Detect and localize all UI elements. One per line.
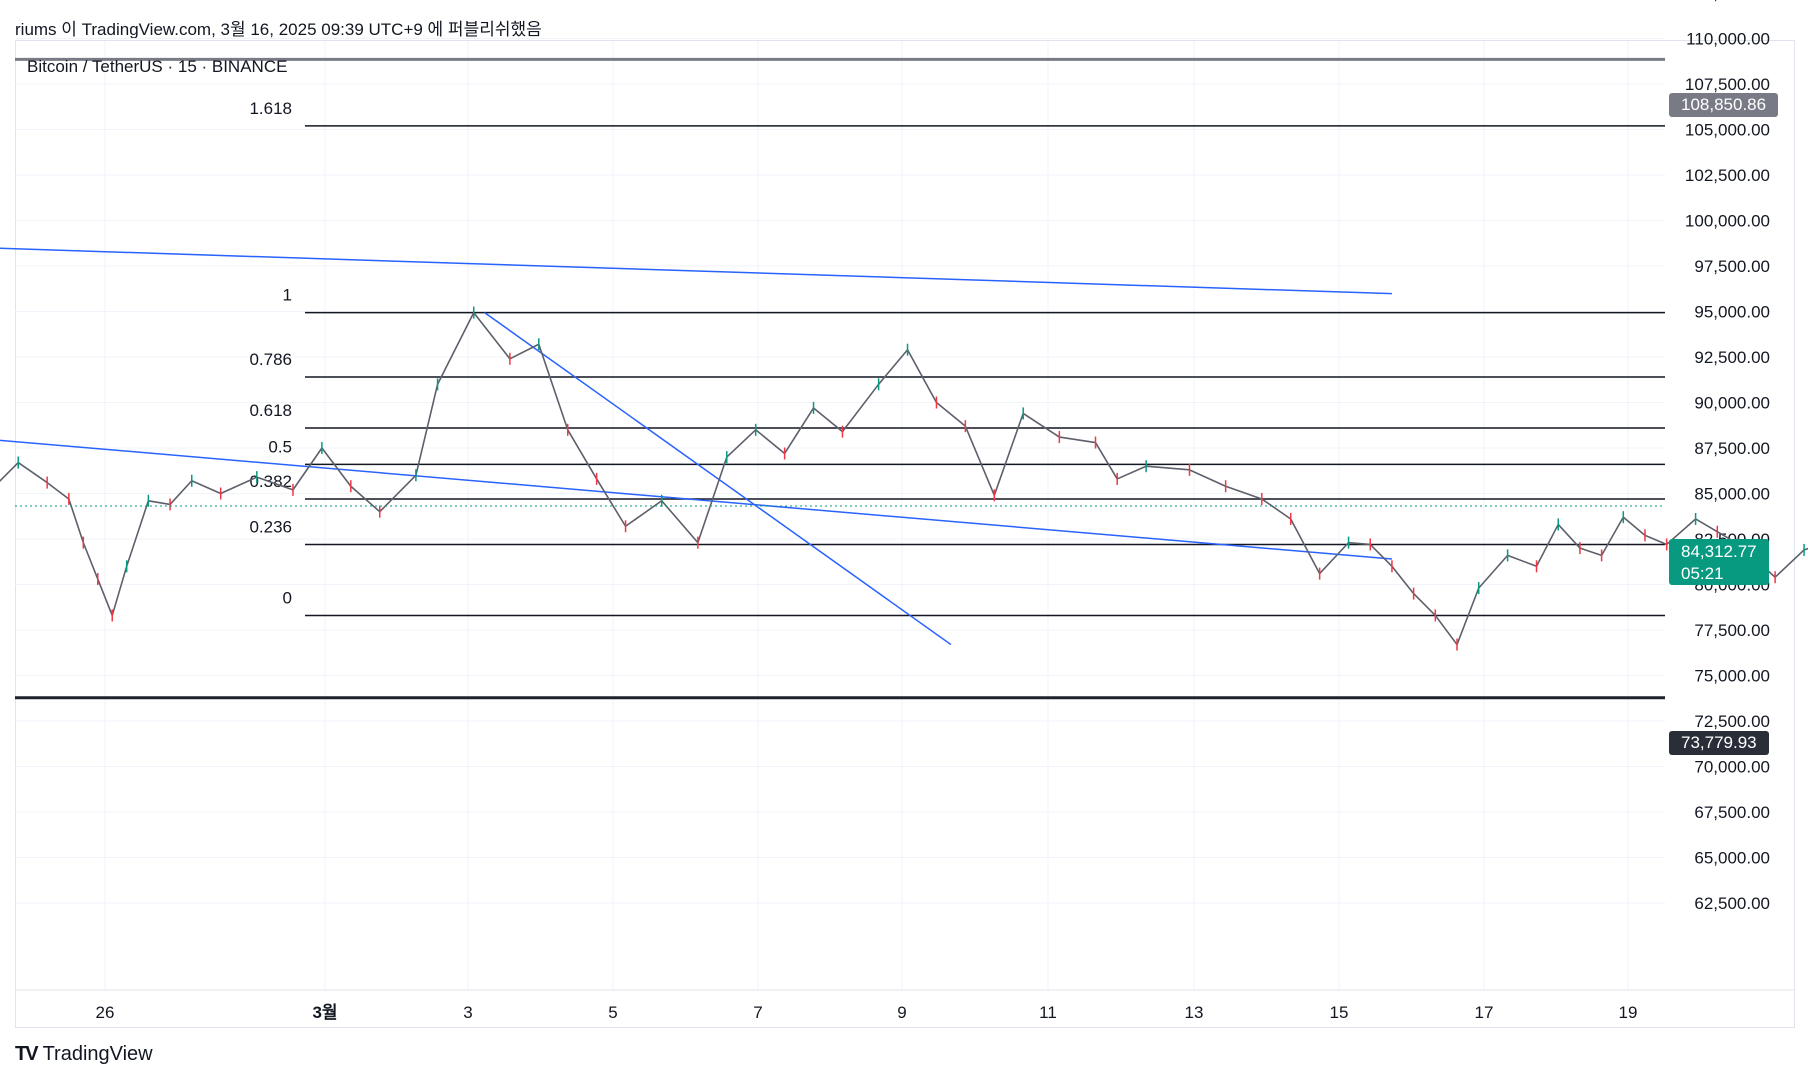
trendline	[484, 311, 952, 646]
tradingview-logo[interactable]: TV TradingView	[15, 1043, 153, 1066]
time-axis-label: 3월	[312, 1003, 337, 1022]
tradingview-logo-label: TradingView	[42, 1043, 153, 1065]
time-axis-label: 15	[1330, 1003, 1349, 1022]
price-series	[0, 311, 1808, 646]
current-price-value: 84,312.77	[1681, 542, 1757, 561]
time-axis-label: 13	[1185, 1003, 1204, 1022]
current-price-tag: 84,312.77 05:21	[1669, 539, 1769, 585]
time-axis-label: 5	[608, 1003, 617, 1022]
price-axis-label: 62,500.00	[1694, 894, 1770, 913]
fib-level-label: 0.618	[249, 401, 292, 420]
time-axis-label: 11	[1039, 1003, 1057, 1022]
price-axis-label: 77,500.00	[1694, 621, 1770, 640]
price-axis-label: 65,000.00	[1694, 849, 1770, 868]
support-price-tag: 73,779.93	[1669, 731, 1769, 755]
resistance-price-tag: 108,850.86	[1669, 93, 1779, 117]
price-axis-label: 67,500.00	[1694, 803, 1770, 822]
fib-level-label: 0.236	[249, 517, 292, 536]
price-axis-label: 97,500.00	[1694, 257, 1770, 276]
price-axis-label: 112,500.00	[1686, 0, 1770, 3]
fib-level-label: 1.618	[249, 99, 292, 118]
bar-countdown: 05:21	[1681, 564, 1724, 583]
tradingview-logo-icon: TV	[15, 1043, 39, 1065]
time-axis-label: 17	[1475, 1003, 1494, 1022]
price-axis-label: 107,500.00	[1685, 75, 1770, 94]
fib-level-label: 0.5	[268, 437, 292, 456]
price-axis-label: 90,000.00	[1694, 394, 1770, 413]
time-axis-label: 7	[753, 1003, 762, 1022]
fib-level-label: 0	[283, 588, 292, 607]
fib-level-label: 1	[283, 286, 292, 305]
price-axis-label: 95,000.00	[1694, 303, 1770, 322]
time-axis-label: 26	[96, 1003, 115, 1022]
trendline	[0, 439, 1393, 560]
chart-pane[interactable]	[15, 40, 1795, 1028]
price-axis-label: 92,500.00	[1694, 348, 1770, 367]
symbol-title: Bitcoin / TetherUS · 15 · BINANCE	[27, 57, 288, 76]
price-axis-label: 85,000.00	[1694, 485, 1770, 504]
time-axis-label: 19	[1619, 1003, 1638, 1022]
price-axis-label: 100,000.00	[1685, 212, 1770, 231]
publish-attribution: riums 이 TradingView.com, 3월 16, 2025 09:…	[15, 20, 542, 39]
price-axis-label: 110,000.00	[1686, 30, 1770, 49]
price-axis-label: 72,500.00	[1694, 712, 1770, 731]
price-axis-label: 105,000.00	[1685, 121, 1770, 140]
time-axis-label: 9	[897, 1003, 906, 1022]
trendline	[0, 247, 1392, 295]
price-axis-label: 87,500.00	[1694, 439, 1770, 458]
fib-level-label: 0.786	[249, 350, 292, 369]
price-axis-label: 102,500.00	[1685, 166, 1770, 185]
time-axis-label: 3	[463, 1003, 472, 1022]
price-axis-label: 70,000.00	[1694, 758, 1770, 777]
price-axis-label: 75,000.00	[1694, 667, 1770, 686]
